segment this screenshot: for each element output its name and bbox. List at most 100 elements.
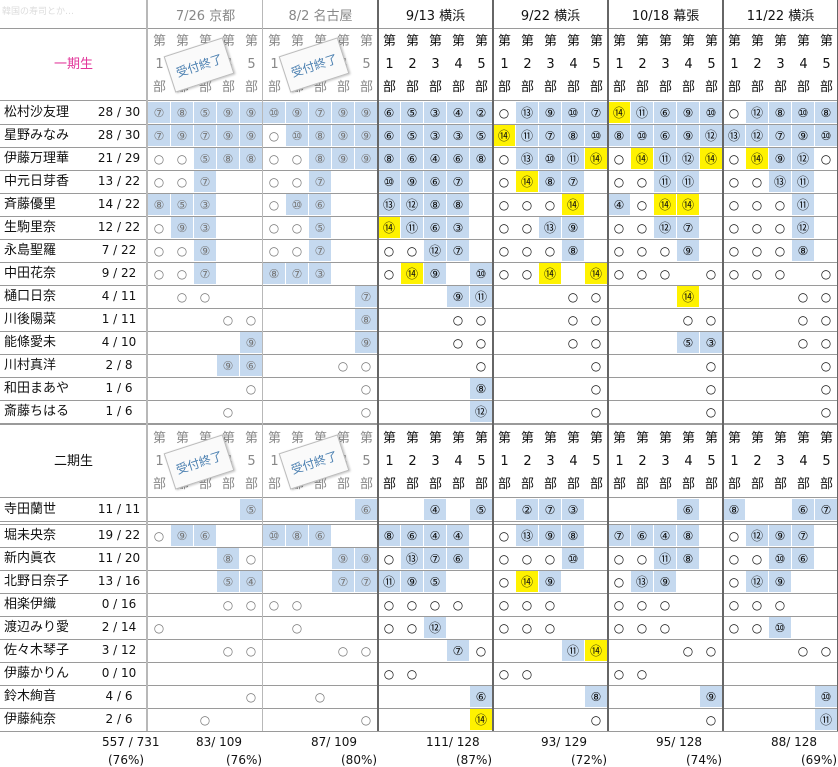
won-cell: ⑥ xyxy=(424,171,446,192)
won-cell: ⑧ xyxy=(769,102,791,123)
member-name: 渡辺みり愛 xyxy=(4,620,70,635)
won-cell-highlight: ⑭ xyxy=(654,194,676,215)
won-cell: ⑫ xyxy=(746,525,768,546)
won-cell-highlight: ⑭ xyxy=(516,571,538,592)
part-label: 第 xyxy=(244,431,258,446)
won-cell: ⑨ xyxy=(700,686,722,707)
part-label: 部 xyxy=(221,477,235,492)
part-label: 第 xyxy=(175,34,189,49)
won-cell: ⑥ xyxy=(309,194,331,215)
won-cell: ⑧ xyxy=(470,148,492,169)
part-number: 3 xyxy=(776,454,785,469)
row-divider xyxy=(0,423,838,424)
part-label: 第 xyxy=(727,431,741,446)
won-cell: ⑥ xyxy=(401,148,423,169)
part-number: 1 xyxy=(615,454,624,469)
unassigned-cell: ○ xyxy=(751,620,763,635)
won-cell: ④ xyxy=(608,194,630,215)
unassigned-cell: ○ xyxy=(498,620,510,635)
event-percent: (69%) xyxy=(801,753,838,767)
part-label: 第 xyxy=(635,431,649,446)
unassigned-cell: ○ xyxy=(751,266,763,281)
won-cell: ⑧ xyxy=(792,240,814,261)
unassigned-cell: ○ xyxy=(820,358,832,373)
unassigned-cell: ○ xyxy=(797,335,809,350)
won-cell: ⑨ xyxy=(769,148,791,169)
part-label: 第 xyxy=(359,34,373,49)
part-label: 第 xyxy=(474,431,488,446)
unassigned-cell: ○ xyxy=(751,220,763,235)
won-cell-highlight: ⑭ xyxy=(401,263,423,284)
unassigned-cell: ○ xyxy=(176,266,188,281)
row-divider xyxy=(0,521,838,522)
unassigned-cell: ○ xyxy=(590,381,602,396)
part-number: 1 xyxy=(730,454,739,469)
unassigned-cell: ○ xyxy=(153,174,165,189)
part-label: 第 xyxy=(267,431,281,446)
member-ratio: 11 / 11 xyxy=(97,502,141,516)
part-label: 第 xyxy=(773,431,787,446)
unassigned-cell: ○ xyxy=(544,597,556,612)
won-cell: ⑤ xyxy=(401,102,423,123)
member-name: 和田まあや xyxy=(4,381,70,396)
member-ratio: 4 / 6 xyxy=(105,689,133,703)
unassigned-cell: ○ xyxy=(728,597,740,612)
part-label: 第 xyxy=(612,34,626,49)
won-cell: ⑥ xyxy=(792,548,814,569)
won-cell: ⑬ xyxy=(401,548,423,569)
unassigned-cell: ○ xyxy=(429,597,441,612)
won-cell: ⑤ xyxy=(217,571,239,592)
member-name: 松村沙友理 xyxy=(4,105,70,120)
won-cell-highlight: ⑭ xyxy=(470,709,492,730)
won-cell: ⑤ xyxy=(194,102,216,123)
unassigned-cell: ○ xyxy=(613,620,625,635)
part-label: 部 xyxy=(451,477,465,492)
won-cell: ⑧ xyxy=(263,263,285,284)
won-cell: ⑥ xyxy=(424,217,446,238)
part-label: 部 xyxy=(727,477,741,492)
unassigned-cell: ○ xyxy=(498,151,510,166)
part-label: 部 xyxy=(382,80,396,95)
unassigned-cell: ○ xyxy=(590,358,602,373)
member-name: 鈴木絢音 xyxy=(4,689,57,704)
event-total: 95/ 128 xyxy=(656,735,703,749)
row-divider xyxy=(0,262,838,263)
unassigned-cell: ○ xyxy=(360,712,372,727)
unassigned-cell: ○ xyxy=(383,266,395,281)
part-number: 1 xyxy=(270,57,279,72)
member-ratio: 0 / 16 xyxy=(101,597,137,611)
part-label: 第 xyxy=(428,34,442,49)
part-label: 第 xyxy=(612,431,626,446)
part-label: 第 xyxy=(819,431,833,446)
won-cell: ⑪ xyxy=(470,286,492,307)
part-number: 4 xyxy=(799,57,808,72)
event-header: 11/22 横浜 xyxy=(746,8,815,24)
part-number: 1 xyxy=(385,454,394,469)
won-cell: ⑥ xyxy=(677,499,699,520)
unassigned-cell: ○ xyxy=(498,220,510,235)
won-cell: ⑨ xyxy=(677,125,699,146)
part-label: 部 xyxy=(428,477,442,492)
part-number: 1 xyxy=(500,454,509,469)
part-number: 4 xyxy=(454,454,463,469)
member-name: 新内眞衣 xyxy=(4,551,57,566)
row-divider xyxy=(0,547,838,548)
part-label: 第 xyxy=(428,431,442,446)
won-cell: ⑧ xyxy=(562,125,584,146)
part-number: 4 xyxy=(569,57,578,72)
won-cell: ⑦ xyxy=(286,263,308,284)
won-cell: ⑨ xyxy=(332,102,354,123)
part-label: 第 xyxy=(543,34,557,49)
event-header: 10/18 幕張 xyxy=(631,8,700,24)
won-cell: ⑥ xyxy=(654,102,676,123)
won-cell: ⑨ xyxy=(539,525,561,546)
part-label: 第 xyxy=(152,34,166,49)
unassigned-cell: ○ xyxy=(751,597,763,612)
unassigned-cell: ○ xyxy=(245,381,257,396)
unassigned-cell: ○ xyxy=(728,151,740,166)
unassigned-cell: ○ xyxy=(728,528,740,543)
part-label: 部 xyxy=(750,80,764,95)
won-cell: ⑪ xyxy=(792,171,814,192)
part-number: 2 xyxy=(638,454,647,469)
event-total: 88/ 128 xyxy=(771,735,818,749)
